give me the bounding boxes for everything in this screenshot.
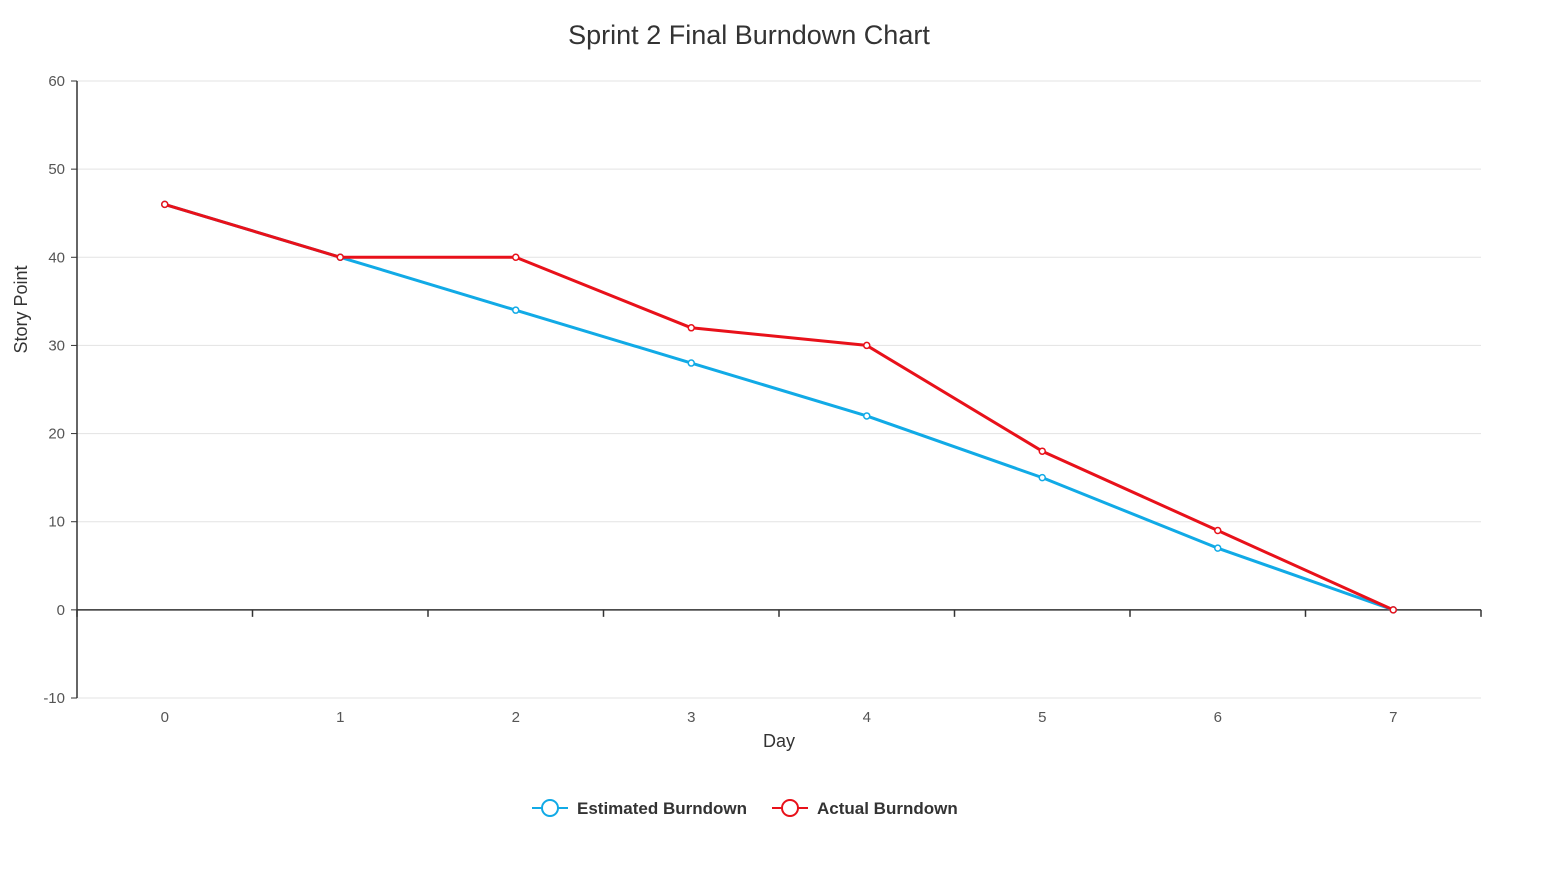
y-tick-label: 30 [48,337,65,354]
y-tick-label: 50 [48,161,65,178]
y-tick-label: 40 [48,249,65,266]
legend-item-actual: Actual Burndown [772,799,958,818]
legend-marker [541,799,559,817]
legend-item-estimated: Estimated Burndown [532,799,747,818]
data-point [863,412,871,420]
x-tick-label: 6 [1214,709,1222,726]
data-point [512,306,520,314]
y-tick-label: -10 [43,690,65,707]
data-point [687,324,695,332]
data-point [336,253,344,262]
series-line [164,202,1394,612]
data-point [161,200,169,209]
x-tick-label: 0 [161,709,169,726]
x-tick-label: 7 [1389,709,1397,726]
x-tick-label: 5 [1038,709,1046,726]
y-tick-label: 20 [48,426,65,443]
y-axis-label: Story Point [11,265,31,353]
legend-marker [781,799,799,817]
legend-label: Estimated Burndown [577,799,747,818]
x-tick-label: 2 [512,709,520,726]
x-tick-label: 3 [687,709,695,726]
data-point [1038,473,1046,482]
data-point [512,253,520,262]
series-lines [161,200,1397,614]
legend-label: Actual Burndown [817,799,958,818]
series-actual [161,200,1397,614]
y-tick-label: 0 [57,602,65,619]
chart-title: Sprint 2 Final Burndown Chart [568,20,930,50]
series-estimated [161,200,1397,614]
y-tick-label: 60 [48,73,65,90]
data-point [1214,544,1222,552]
y-tick-label: 10 [48,514,65,531]
data-point [687,359,695,367]
series-line [164,202,1394,612]
x-tick-label: 4 [863,709,871,726]
data-point [1214,526,1222,535]
axes: -10 0 10 20 30 40 50 60 0 1 2 3 4 5 6 7 Day Story Point [11,73,1482,751]
data-point [863,341,871,350]
data-point [1389,606,1397,614]
x-axis-label: Day [763,731,795,751]
legend: Estimated Burndown Actual Burndown [532,799,958,818]
x-tick-label: 1 [336,709,344,726]
data-point [1038,447,1046,455]
